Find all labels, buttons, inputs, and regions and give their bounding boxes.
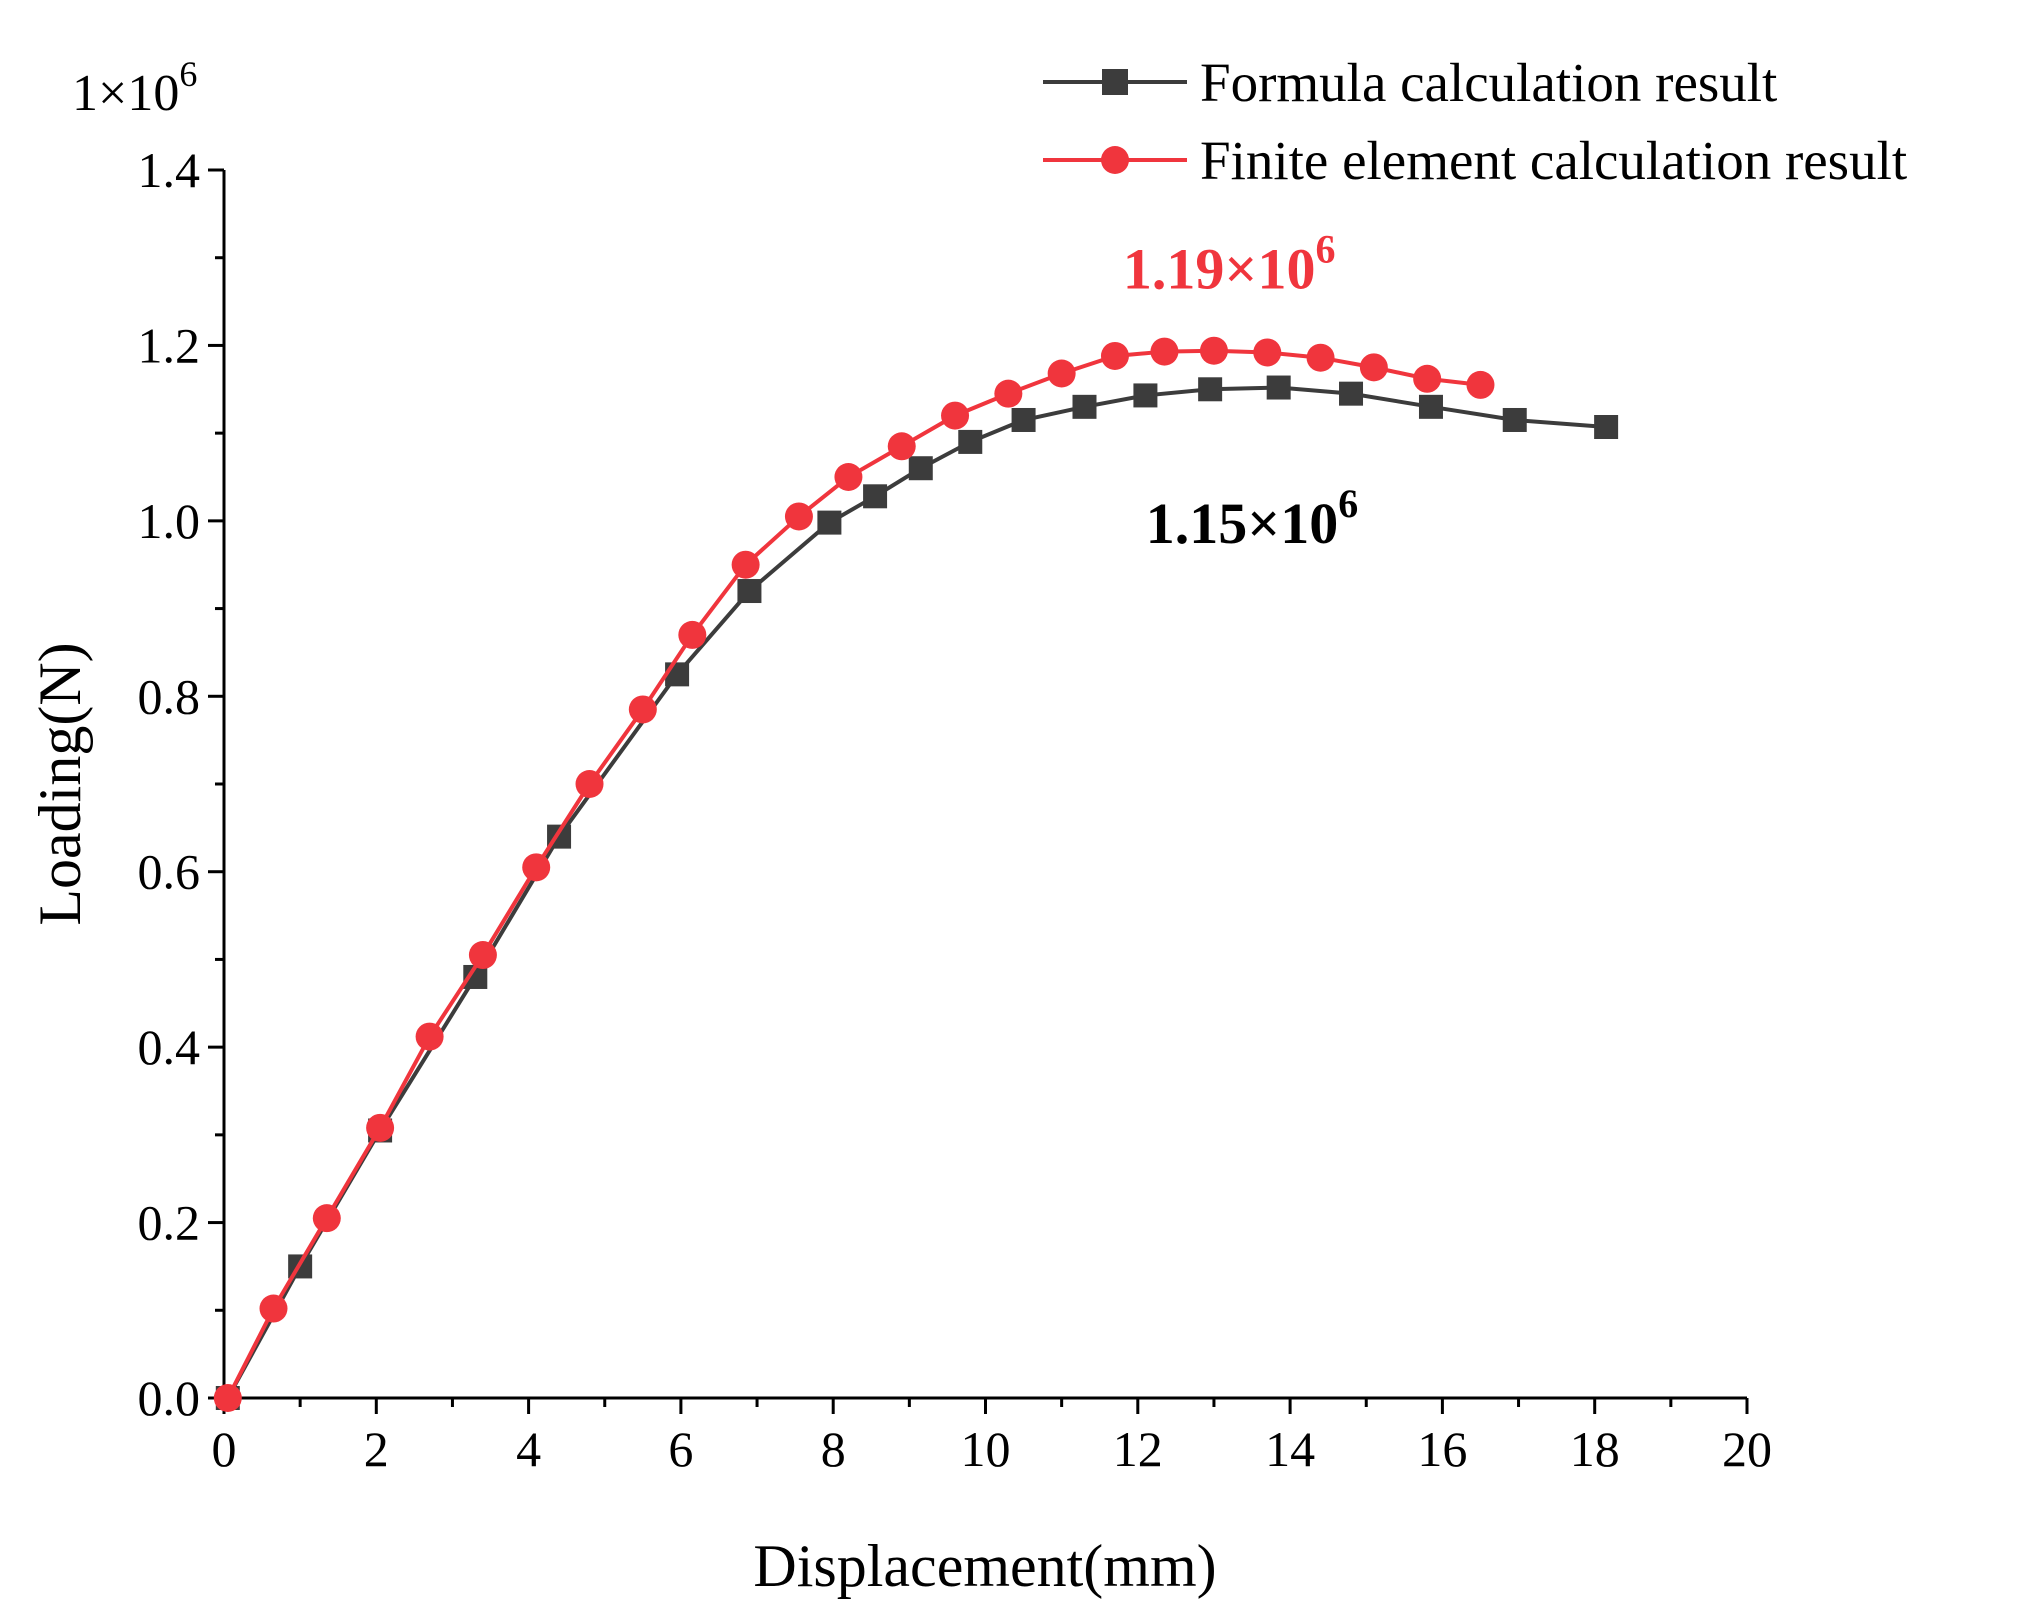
data-point-square xyxy=(737,579,762,604)
peak-annotation-formula-base: 1.15×10 xyxy=(1146,491,1339,556)
data-point-circle xyxy=(312,1204,341,1233)
x-tick-label: 6 xyxy=(668,1421,693,1477)
data-point-circle xyxy=(1466,370,1495,399)
data-point-square xyxy=(1198,377,1223,402)
x-tick-label: 8 xyxy=(821,1421,846,1477)
x-tick-label: 16 xyxy=(1417,1421,1467,1477)
data-point-circle xyxy=(259,1294,288,1323)
legend-label-fem: Finite element calculation result xyxy=(1200,130,1907,191)
x-tick-label: 0 xyxy=(212,1421,237,1477)
data-point-square xyxy=(958,429,983,454)
x-tick-label: 2 xyxy=(364,1421,389,1477)
y-tick-label: 0.2 xyxy=(138,1195,201,1251)
y-multiplier-label: 1×106 xyxy=(72,54,197,122)
series-group xyxy=(213,336,1619,1412)
data-point-circle xyxy=(834,463,863,491)
y-tick-label: 1.4 xyxy=(138,142,201,198)
data-point-circle xyxy=(1199,336,1228,365)
data-point-square xyxy=(1594,415,1619,440)
x-axis-title: Displacement(mm) xyxy=(753,1533,1216,1599)
data-point-square xyxy=(1339,381,1364,406)
data-point-square xyxy=(665,662,690,687)
data-point-circle xyxy=(213,1384,242,1412)
data-point-square xyxy=(1502,407,1527,432)
y-multiplier-base: 1×10 xyxy=(72,65,179,122)
y-tick-label: 0.0 xyxy=(138,1370,201,1426)
peak-annotation-fem-exponent: 6 xyxy=(1315,226,1335,271)
data-point-square xyxy=(817,510,842,535)
series-line-0 xyxy=(226,385,1607,1399)
data-point-square xyxy=(1011,407,1036,432)
data-point-circle xyxy=(1359,353,1388,382)
data-point-square xyxy=(863,484,888,509)
x-tick-label: 10 xyxy=(961,1421,1011,1477)
y-tick-label: 0.8 xyxy=(138,668,201,724)
peak-annotation-formula-exponent: 6 xyxy=(1338,481,1358,526)
ticks-group xyxy=(208,168,1749,1414)
legend: Formula calculation result Finite elemen… xyxy=(1043,52,1907,191)
data-point-square xyxy=(1418,394,1443,419)
peak-annotation-fem-base: 1.19×10 xyxy=(1123,236,1316,301)
data-point-circle xyxy=(784,502,813,531)
tick-labels-group: 0 2 4 6 8 10 12 14 16 18 20 0.0 0.2 0.4 0.6 0.8 1.0 1.2 1.… xyxy=(138,142,1773,1477)
data-point-circle xyxy=(1150,337,1179,366)
data-point-circle xyxy=(731,550,760,579)
data-point-square xyxy=(1072,394,1097,419)
data-point-square xyxy=(1133,383,1158,408)
y-tick-label: 1.0 xyxy=(138,493,201,549)
data-point-circle xyxy=(994,379,1023,408)
data-point-circle xyxy=(1100,341,1129,370)
legend-marker-square xyxy=(1102,69,1128,95)
data-point-square xyxy=(908,456,933,481)
data-point-circle xyxy=(1047,359,1076,388)
data-point-square xyxy=(1266,375,1291,400)
peak-annotation-fem: 1.19×106 xyxy=(1123,226,1336,301)
y-axis-title: Loading(N) xyxy=(27,642,93,925)
x-tick-label: 12 xyxy=(1113,1421,1163,1477)
data-point-circle xyxy=(941,401,970,430)
peak-annotation-formula: 1.15×106 xyxy=(1146,481,1359,556)
data-point-circle xyxy=(887,432,916,461)
data-point-circle xyxy=(415,1022,444,1051)
data-point-circle xyxy=(522,853,551,882)
y-tick-label: 0.4 xyxy=(138,1019,201,1075)
legend-label-formula: Formula calculation result xyxy=(1200,52,1777,113)
x-tick-label: 20 xyxy=(1722,1421,1772,1477)
x-tick-label: 4 xyxy=(516,1421,541,1477)
data-point-circle xyxy=(468,941,497,970)
x-tick-label: 18 xyxy=(1570,1421,1620,1477)
y-tick-label: 0.6 xyxy=(138,844,201,900)
data-point-circle xyxy=(1253,338,1282,367)
data-point-circle xyxy=(1306,343,1335,372)
data-point-circle xyxy=(575,770,604,798)
data-point-circle xyxy=(628,695,657,724)
data-point-circle xyxy=(366,1113,395,1142)
data-point-circle xyxy=(1413,364,1442,393)
x-tick-label: 14 xyxy=(1265,1421,1315,1477)
data-point-circle xyxy=(678,620,707,649)
y-multiplier-exponent: 6 xyxy=(179,54,197,94)
y-tick-label: 1.2 xyxy=(138,317,201,373)
legend-marker-circle xyxy=(1101,146,1129,174)
